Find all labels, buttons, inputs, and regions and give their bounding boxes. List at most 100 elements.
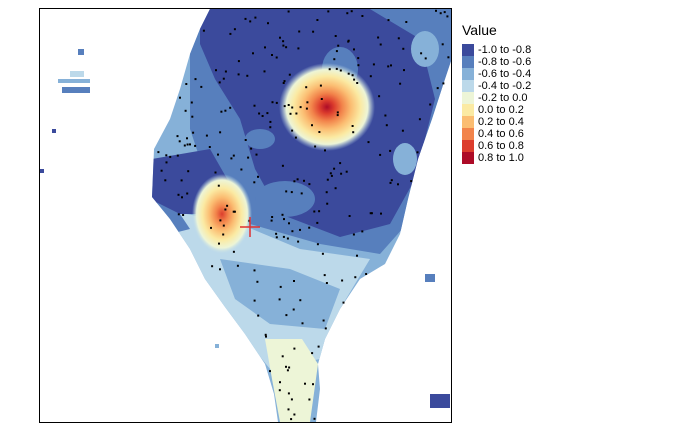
legend: Value -1.0 to -0.8 -0.8 to -0.6 -0.6 to … [462,22,531,164]
observation-point [301,322,304,325]
observation-point [185,83,188,85]
observation-point [361,230,364,233]
observation-point [285,314,288,317]
observation-point [275,56,278,59]
observation-point [247,156,250,159]
observation-point [323,274,326,277]
observation-point [387,65,390,68]
observation-point [258,112,261,115]
observation-point [282,235,285,238]
observation-point [275,101,278,104]
observation-point [447,56,450,59]
observation-point [356,82,359,84]
observation-point [269,120,272,123]
observation-point [305,107,308,110]
observation-point [219,131,222,134]
observation-point [261,115,264,117]
observation-point [281,213,284,216]
observation-point [401,129,404,132]
observation-point [289,112,292,115]
observation-point [256,280,259,283]
observation-point [282,82,285,84]
observation-point [287,104,290,106]
observation-point [387,19,390,22]
legend-item: -1.0 to -0.8 [462,44,531,56]
observation-point [220,110,223,113]
observation-point [263,70,266,73]
observation-point [269,126,272,129]
observation-point [257,314,260,317]
observation-point [177,193,180,196]
observation-point [410,180,413,183]
observation-point [319,84,322,87]
legend-swatch [462,152,474,164]
observation-point [308,183,311,186]
observation-point [194,144,197,147]
observation-point [297,47,300,50]
observation-point [208,146,211,148]
observation-point [229,32,232,35]
observation-point [397,37,400,40]
observation-point [321,252,324,255]
observation-point [237,73,240,76]
observation-point [189,143,191,146]
observation-point [294,136,297,139]
island-fragments [40,49,450,408]
observation-point [353,48,355,51]
legend-label: -0.4 to -0.2 [478,80,532,92]
observation-point [311,124,313,127]
observation-point [264,333,267,336]
observation-point [304,382,306,385]
observation-point [290,398,293,401]
legend-title: Value [462,22,497,38]
observation-point [232,154,235,157]
observation-point [191,115,194,118]
observation-point [379,43,382,46]
observation-point [357,57,360,60]
observation-point [299,106,302,109]
observation-point [397,183,399,186]
observation-point [186,192,189,195]
observation-points [157,9,450,421]
observation-point [299,299,302,302]
observation-point [353,78,356,81]
map-panel[interactable] [39,8,452,423]
observation-point [312,30,315,33]
observation-point [308,226,311,229]
observation-point [369,212,372,215]
observation-point [287,392,290,395]
observation-point [219,219,222,222]
observation-point [325,191,328,194]
observation-point [299,228,301,231]
legend-item: 0.6 to 0.8 [462,140,531,152]
observation-point [441,43,444,46]
observation-point [224,208,227,211]
observation-point [217,184,220,187]
observation-point [293,180,296,183]
legend-swatch [462,128,474,140]
observation-point [182,214,185,216]
observation-point [233,210,236,213]
observation-point [271,54,273,56]
observation-point [316,221,319,224]
observation-point [286,369,289,372]
observation-point [297,240,300,243]
observation-point [293,280,295,282]
legend-item: -0.2 to 0.0 [462,92,531,104]
observation-point [219,268,221,271]
legend-label: 0.6 to 0.8 [478,140,524,152]
observation-point [281,355,284,358]
observation-point [380,212,382,215]
observation-point [169,155,172,158]
observation-point [442,82,445,85]
observation-point [420,52,423,55]
legend-item: -0.4 to -0.2 [462,80,531,92]
observation-point [293,413,296,416]
observation-point [402,47,405,50]
observation-point [202,29,205,32]
observation-point [416,151,419,154]
observation-point [333,167,336,170]
observation-point [244,139,247,141]
observation-point [165,161,168,164]
observation-point [287,408,290,411]
